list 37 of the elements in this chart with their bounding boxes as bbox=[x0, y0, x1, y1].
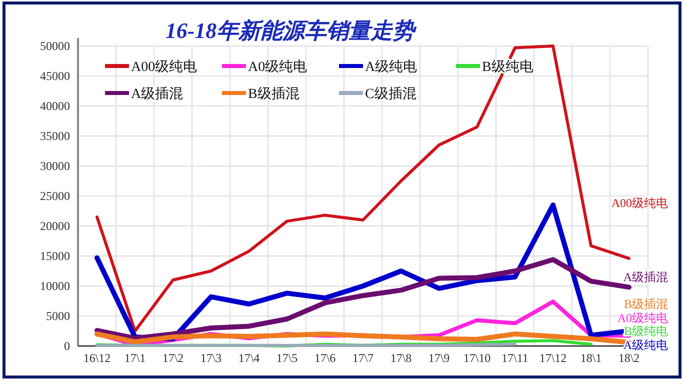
y-tick-label: 5000 bbox=[46, 309, 70, 323]
x-tick-label: 17\6 bbox=[314, 351, 336, 365]
x-tick-label: 17\2 bbox=[162, 351, 184, 365]
x-tick-label: 16\12 bbox=[83, 351, 111, 365]
x-tick-label: 17\9 bbox=[428, 351, 450, 365]
x-tick-label: 17\12 bbox=[539, 351, 567, 365]
x-tick-label: 17\5 bbox=[276, 351, 298, 365]
annotation: B级插混 bbox=[624, 297, 668, 311]
y-tick-label: 10000 bbox=[40, 279, 70, 293]
x-tick-label: 17\11 bbox=[502, 351, 528, 365]
annotation: A00级纯电 bbox=[611, 196, 668, 210]
legend-label: A0级纯电 bbox=[248, 59, 308, 75]
x-tick-label: 17\1 bbox=[124, 351, 146, 365]
y-tick-label: 40000 bbox=[40, 99, 70, 113]
annotation: A级插混 bbox=[623, 270, 668, 284]
legend-label: A级纯电 bbox=[365, 59, 418, 75]
x-tick-label: 17\7 bbox=[352, 351, 374, 365]
y-tick-label: 25000 bbox=[40, 189, 70, 203]
y-tick-label: 50000 bbox=[40, 39, 70, 53]
legend-label: A00级纯电 bbox=[131, 59, 198, 75]
x-tick-label: 18\1 bbox=[580, 351, 602, 365]
legend-label: A级插混 bbox=[131, 86, 184, 102]
y-tick-label: 45000 bbox=[40, 69, 70, 83]
y-tick-label: 30000 bbox=[40, 159, 70, 173]
legend-label: B级插混 bbox=[248, 86, 300, 102]
x-tick-label: 18\2 bbox=[618, 351, 640, 365]
annotation: A0级纯电 bbox=[617, 311, 668, 325]
x-tick-label: 17\4 bbox=[238, 351, 260, 365]
y-tick-label: 35000 bbox=[40, 129, 70, 143]
y-tick-label: 0 bbox=[64, 339, 70, 353]
legend-label: C级插混 bbox=[365, 86, 416, 102]
x-tick-label: 17\10 bbox=[463, 351, 491, 365]
x-tick-label: 17\8 bbox=[390, 351, 412, 365]
x-tick-label: 17\3 bbox=[200, 351, 222, 365]
chart-title: 16-18年新能源车销量走势 bbox=[165, 18, 418, 43]
y-tick-label: 15000 bbox=[40, 249, 70, 263]
y-tick-label: 20000 bbox=[40, 219, 70, 233]
